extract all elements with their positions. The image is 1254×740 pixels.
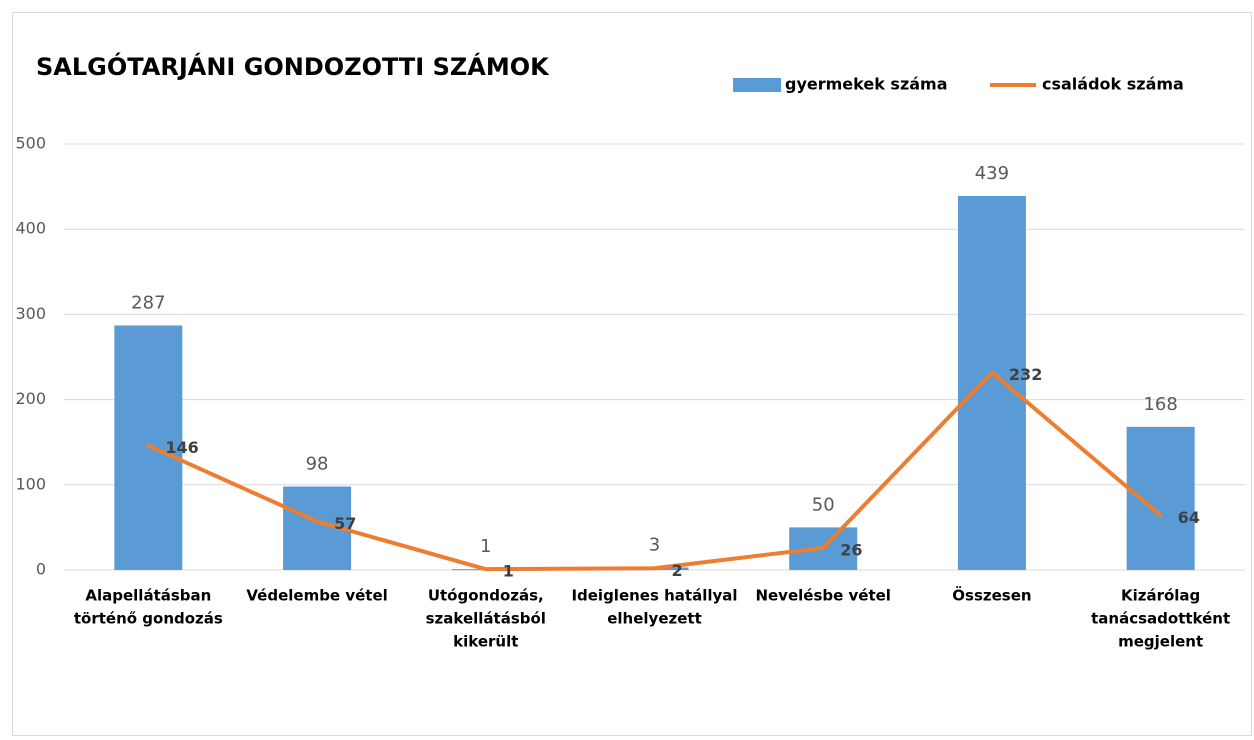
y-tick-label: 500 bbox=[15, 134, 46, 153]
line-value-label: 2 bbox=[672, 561, 683, 580]
x-tick-label: történő gondozás bbox=[74, 610, 223, 628]
y-tick-label: 400 bbox=[15, 219, 46, 238]
chart-title: SALGÓTARJÁNI GONDOZOTTI SZÁMOK bbox=[36, 51, 550, 81]
line-value-label: 26 bbox=[840, 540, 862, 559]
line-value-label: 146 bbox=[165, 438, 198, 457]
x-tick-label: kikerült bbox=[453, 633, 518, 651]
x-tick-label: Kizárólag bbox=[1121, 587, 1200, 605]
line-value-label: 232 bbox=[1009, 365, 1042, 384]
x-tick-label: Összesen bbox=[952, 586, 1031, 605]
y-tick-label: 0 bbox=[36, 560, 46, 579]
x-tick-label: megjelent bbox=[1118, 633, 1203, 651]
x-tick-label: Alapellátásban bbox=[85, 587, 211, 605]
chart-frame bbox=[12, 12, 1252, 736]
line-value-label: 1 bbox=[503, 562, 514, 581]
line-series bbox=[146, 370, 1163, 572]
line-value-label: 64 bbox=[1178, 508, 1200, 527]
x-tick-label: Védelembe vétel bbox=[246, 587, 387, 605]
bar bbox=[957, 195, 1026, 571]
bar-value-label: 168 bbox=[1143, 394, 1177, 415]
legend-label: gyermekek száma bbox=[785, 75, 948, 94]
x-tick-label: szakellátásból bbox=[426, 610, 546, 628]
legend-swatch bbox=[733, 78, 781, 92]
bar-value-label: 98 bbox=[306, 454, 329, 475]
line-value-label: 57 bbox=[334, 514, 356, 533]
legend-label: családok száma bbox=[1042, 75, 1184, 94]
bar-value-label: 1 bbox=[480, 536, 491, 557]
x-tick-label: Nevelésbe vétel bbox=[755, 587, 891, 605]
bar-value-label: 287 bbox=[131, 292, 165, 313]
x-tick-label: tanácsadottként bbox=[1091, 610, 1230, 628]
bar bbox=[1126, 426, 1195, 570]
bar-value-label: 3 bbox=[649, 534, 660, 555]
y-tick-label: 300 bbox=[15, 304, 46, 323]
bar-value-label: 50 bbox=[812, 494, 835, 515]
x-tick-label: Utógondozás, bbox=[428, 587, 544, 605]
y-tick-label: 100 bbox=[15, 474, 46, 493]
y-tick-label: 200 bbox=[15, 389, 46, 408]
x-tick-label: elhelyezett bbox=[607, 610, 702, 628]
x-tick-label: Ideiglenes hatállyal bbox=[571, 587, 737, 605]
bar-value-label: 439 bbox=[975, 163, 1009, 184]
